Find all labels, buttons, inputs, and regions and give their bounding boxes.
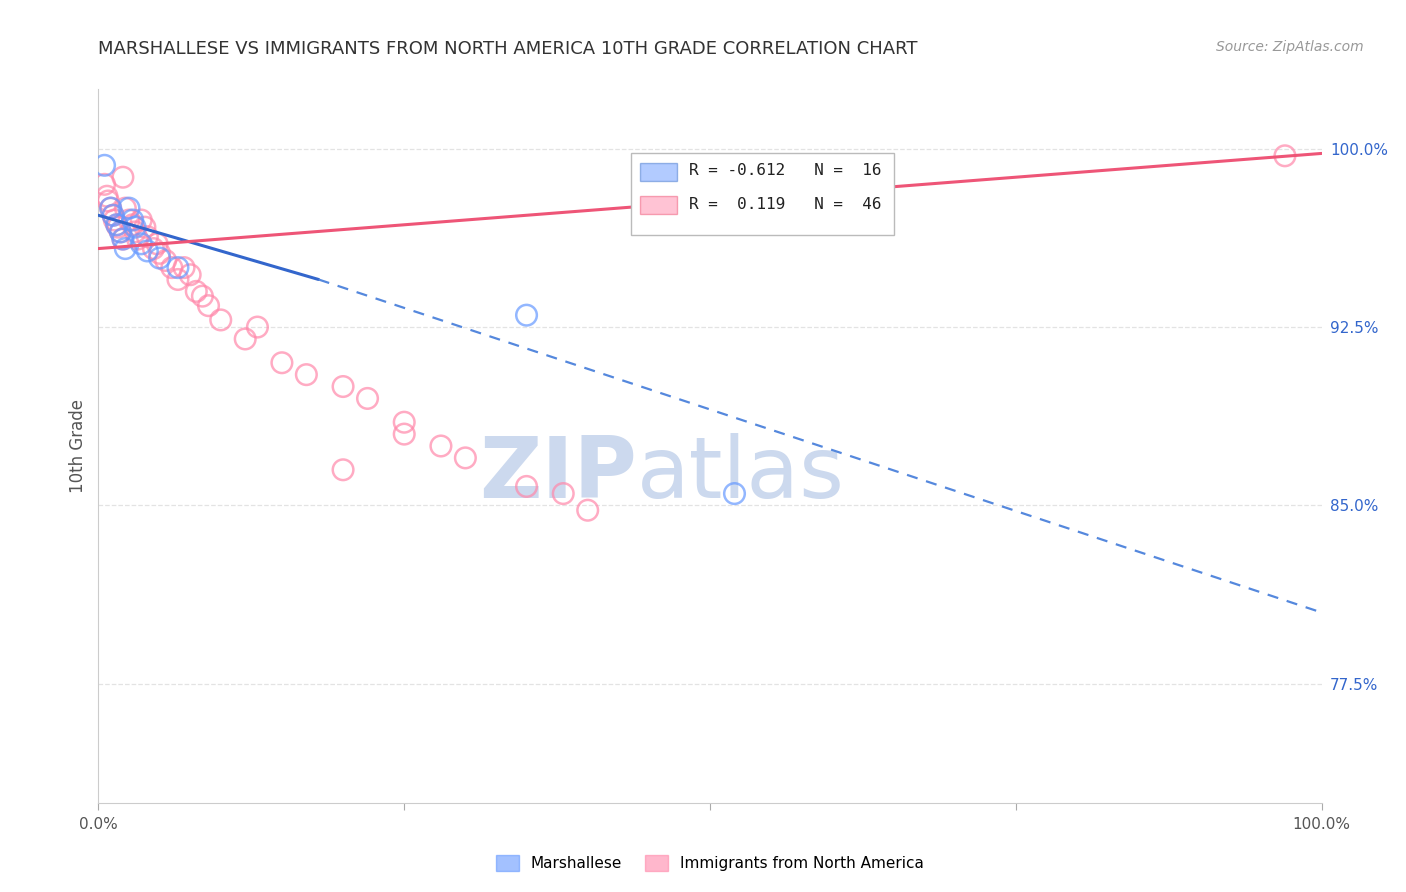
Point — [124, 220, 146, 235]
Point — [155, 253, 177, 268]
FancyBboxPatch shape — [630, 153, 894, 235]
Point — [136, 244, 159, 258]
Point — [111, 232, 134, 246]
Point — [103, 213, 125, 227]
Point — [173, 260, 195, 275]
Point — [114, 242, 136, 256]
Point — [270, 356, 294, 370]
Point — [295, 368, 318, 382]
Point — [121, 218, 143, 232]
Point — [129, 236, 152, 251]
Point — [186, 285, 208, 299]
Point — [127, 232, 149, 246]
Point — [149, 246, 172, 260]
Point — [723, 486, 745, 500]
Point — [105, 218, 128, 232]
Text: R =  0.119   N =  46: R = 0.119 N = 46 — [689, 197, 882, 212]
Text: R = -0.612   N =  16: R = -0.612 N = 16 — [689, 163, 882, 178]
Point — [430, 439, 453, 453]
Point — [121, 213, 143, 227]
Point — [111, 170, 134, 185]
Point — [332, 379, 354, 393]
Point — [553, 486, 575, 500]
Point — [110, 225, 132, 239]
Point — [179, 268, 201, 282]
Point — [167, 260, 190, 275]
Point — [124, 225, 146, 239]
Point — [118, 213, 141, 227]
Y-axis label: 10th Grade: 10th Grade — [69, 399, 87, 493]
Point — [136, 229, 159, 244]
Point — [1274, 149, 1296, 163]
Point — [100, 201, 122, 215]
Point — [392, 415, 416, 429]
Point — [392, 427, 416, 442]
Text: ZIP: ZIP — [479, 433, 637, 516]
Point — [129, 213, 152, 227]
Point — [146, 236, 169, 251]
Text: Source: ZipAtlas.com: Source: ZipAtlas.com — [1216, 40, 1364, 54]
Point — [332, 463, 354, 477]
Point — [576, 503, 599, 517]
Point — [209, 313, 232, 327]
Text: MARSHALLESE VS IMMIGRANTS FROM NORTH AMERICA 10TH GRADE CORRELATION CHART: MARSHALLESE VS IMMIGRANTS FROM NORTH AME… — [98, 40, 918, 58]
Point — [142, 242, 165, 256]
Bar — [640, 162, 678, 180]
Point — [233, 332, 256, 346]
Text: atlas: atlas — [637, 433, 845, 516]
Point — [167, 272, 190, 286]
Point — [93, 158, 115, 172]
Point — [191, 289, 214, 303]
Bar — [640, 196, 678, 214]
Point — [96, 189, 118, 203]
Point — [101, 208, 124, 222]
Point — [149, 251, 172, 265]
Point — [515, 479, 537, 493]
Point — [105, 218, 128, 232]
Point — [111, 232, 134, 246]
Point — [97, 194, 120, 208]
Point — [93, 178, 115, 192]
Point — [356, 392, 378, 406]
Point — [454, 450, 477, 465]
Point — [107, 220, 129, 235]
Point — [100, 201, 122, 215]
Point — [114, 201, 136, 215]
Point — [134, 220, 156, 235]
Point — [246, 320, 269, 334]
Point — [118, 201, 141, 215]
Point — [101, 208, 124, 222]
Point — [110, 225, 132, 239]
Point — [197, 299, 219, 313]
Point — [160, 260, 183, 275]
Legend: Marshallese, Immigrants from North America: Marshallese, Immigrants from North Ameri… — [489, 849, 931, 877]
Point — [515, 308, 537, 322]
